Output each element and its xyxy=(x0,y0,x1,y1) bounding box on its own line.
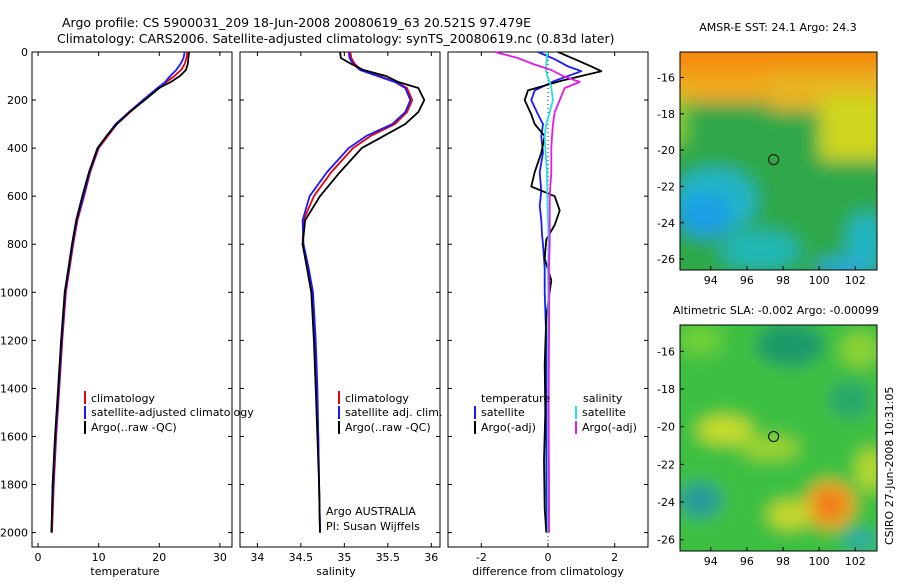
x-tick-label: 102 xyxy=(845,555,866,568)
y-tick-label: 0 xyxy=(21,46,28,59)
salinity-legend: climatology satellite adj. clim. Argo(..… xyxy=(338,391,442,434)
temperature-panel: 0 200 400 600 800 1000 1200 1400 1600 1800 2000 0 1… xyxy=(0,46,254,578)
y-tick-label: 1800 xyxy=(0,479,28,492)
legend-satellite-label: satellite-adjusted climatology xyxy=(91,406,254,419)
y-tick-label: 1600 xyxy=(0,430,28,443)
figure-title-line1: Argo profile: CS 5900031_209 18-Jun-2008… xyxy=(62,15,531,30)
legend-sal-satellite-label: satellite xyxy=(582,406,626,419)
sst-map-frame xyxy=(679,51,878,271)
series-line-climatology xyxy=(51,51,189,533)
x-tick-label: 100 xyxy=(809,555,830,568)
x-tick-label: 36 xyxy=(424,551,438,564)
argo-pi-annotation: PI: Susan Wijffels xyxy=(326,520,420,533)
y-tick-label: -20 xyxy=(657,421,675,434)
figure-title-line2: Climatology: CARS2006. Satellite-adjuste… xyxy=(57,31,614,46)
x-tick-label: 96 xyxy=(740,555,754,568)
sst-map-panel: AMSR-E SST: 24.1 Argo: 24.3 94 96 98 100 102… xyxy=(657,21,878,287)
difference-legend: temperature satellite Argo(-adj) salinit… xyxy=(474,392,637,434)
y-tick-label: -24 xyxy=(657,217,675,230)
x-tick-label: 35.5 xyxy=(376,551,401,564)
y-tick-label: -26 xyxy=(657,253,675,266)
argo-float-marker xyxy=(768,154,780,166)
legend-salinity-title: salinity xyxy=(583,392,623,405)
y-tick-label: 2000 xyxy=(0,527,28,540)
legend-climatology-label: climatology xyxy=(91,392,155,405)
x-tick-label: 30 xyxy=(213,551,227,564)
legend-temperature-title: temperature xyxy=(481,392,550,405)
legend-climatology-label: climatology xyxy=(345,392,409,405)
y-tick-label: 600 xyxy=(7,190,28,203)
sla-map-frame xyxy=(679,324,878,552)
y-tick-label: -18 xyxy=(657,108,675,121)
temperature-xlabel: temperature xyxy=(90,565,159,578)
legend-argo-label: Argo(..raw -QC) xyxy=(91,421,177,434)
temperature-axes-frame xyxy=(31,51,233,548)
y-tick-label: -22 xyxy=(657,180,675,193)
y-tick-label: 400 xyxy=(7,142,28,155)
sla-map-title: Altimetric SLA: -0.002 Argo: -0.00099 xyxy=(673,304,879,317)
x-tick-label: 94 xyxy=(704,555,718,568)
difference-xlabel: difference from climatology xyxy=(472,565,624,578)
series-line-temperature-satellite xyxy=(530,51,583,533)
y-tick-label: -16 xyxy=(657,345,675,358)
salinity-panel: 34 34.5 35 35.5 36 salinity climatology sate… xyxy=(239,51,442,578)
salinity-xlabel: salinity xyxy=(316,565,356,578)
y-tick-label: -20 xyxy=(657,144,675,157)
y-tick-label: -24 xyxy=(657,496,675,509)
y-tick-label: 200 xyxy=(7,94,28,107)
series-line-temperature-argo-adj- xyxy=(523,51,603,533)
y-tick-label: -26 xyxy=(657,534,675,547)
series-line-argo-raw-qc- xyxy=(50,51,190,533)
x-tick-label: 96 xyxy=(740,274,754,287)
x-tick-label: 10 xyxy=(92,551,106,564)
legend-argo-label: Argo(..raw -QC) xyxy=(345,421,431,434)
argo-program-annotation: Argo AUSTRALIA xyxy=(326,505,416,518)
y-tick-label: -18 xyxy=(657,383,675,396)
x-tick-label: 34.5 xyxy=(289,551,314,564)
x-tick-label: 0 xyxy=(35,551,42,564)
sst-map-title: AMSR-E SST: 24.1 Argo: 24.3 xyxy=(699,21,857,34)
y-tick-label: 1400 xyxy=(0,382,28,395)
legend-temp-argo-label: Argo(-adj) xyxy=(481,421,536,434)
x-tick-label: 35 xyxy=(337,551,351,564)
series-line-satellite-adj-clim- xyxy=(301,51,412,533)
legend-temp-satellite-label: satellite xyxy=(481,406,525,419)
x-tick-label: 98 xyxy=(776,274,790,287)
legend-sal-argo-label: Argo(-adj) xyxy=(582,421,637,434)
y-tick-label: -16 xyxy=(657,71,675,84)
x-tick-label: 94 xyxy=(704,274,718,287)
sla-map-panel: Altimetric SLA: -0.002 Argo: -0.00099 94… xyxy=(657,304,879,568)
x-tick-label: 34 xyxy=(250,551,264,564)
timestamp-side-label: CSIRO 27-Jun-2008 10:31:05 xyxy=(883,387,896,545)
sla-heatmap xyxy=(680,325,877,551)
x-tick-label: -2 xyxy=(476,551,487,564)
y-tick-label: -22 xyxy=(657,458,675,471)
series-line-salinity-argo-adj- xyxy=(494,51,581,533)
argo-float-marker xyxy=(768,431,780,443)
x-tick-label: 20 xyxy=(152,551,166,564)
difference-panel: -2 0 2 difference from climatology tempera… xyxy=(447,51,649,578)
temperature-legend: climatology satellite-adjusted climatolo… xyxy=(84,391,254,434)
sst-heatmap xyxy=(680,52,877,270)
x-tick-label: 98 xyxy=(776,555,790,568)
legend-satellite-label: satellite adj. clim. xyxy=(345,406,442,419)
x-tick-label: 100 xyxy=(809,274,830,287)
y-tick-label: 800 xyxy=(7,238,28,251)
y-tick-label: 1000 xyxy=(0,286,28,299)
y-tick-label: 1200 xyxy=(0,334,28,347)
x-tick-label: 0 xyxy=(545,551,552,564)
x-tick-label: 102 xyxy=(845,274,866,287)
x-tick-label: 2 xyxy=(611,551,618,564)
salinity-axes-frame xyxy=(239,51,441,548)
series-line-argo-raw-qc- xyxy=(301,51,426,533)
